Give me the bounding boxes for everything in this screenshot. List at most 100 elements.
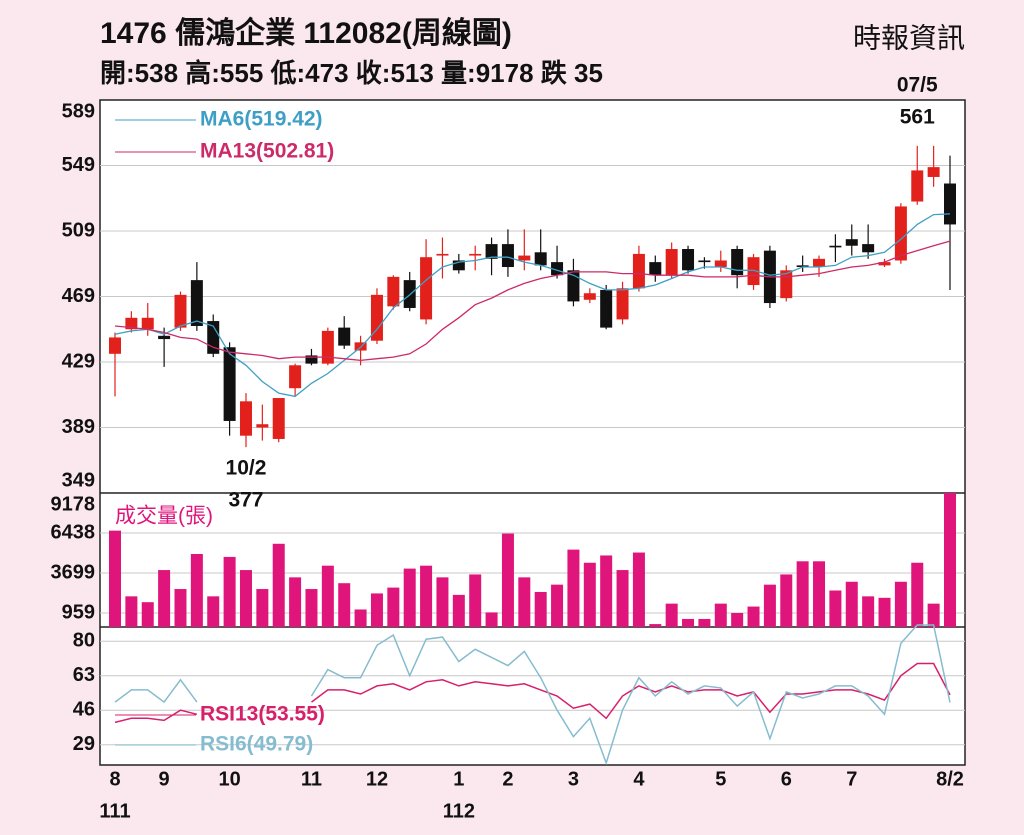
candle-body [944, 183, 956, 225]
candle-body [845, 239, 858, 246]
x-tick-label: 1 [453, 768, 464, 790]
y-tick-label: 3699 [51, 561, 96, 583]
legend-label: RSI13(53.55) [200, 703, 325, 726]
volume-bar [878, 597, 891, 627]
source: 時報資訊 [853, 22, 965, 53]
candle-body [338, 327, 351, 346]
candle-body [616, 288, 629, 320]
x-tick-label: 5 [715, 768, 726, 790]
candle-body [862, 244, 875, 253]
candle-body [911, 170, 924, 202]
candle-body [682, 249, 695, 271]
candle-body [190, 280, 203, 326]
volume-bar [894, 581, 907, 627]
x-tick-label: 6 [781, 768, 792, 790]
volume-bar [845, 581, 858, 627]
candle-body [125, 317, 138, 330]
volume-bar [420, 565, 433, 627]
candle-body [289, 365, 302, 389]
candle-body [894, 206, 907, 261]
volume-bar [567, 549, 580, 627]
volume-bar [207, 596, 220, 627]
candle-body [632, 253, 645, 289]
legend-label: RSI6(49.79) [200, 733, 313, 756]
volume-bar [256, 589, 269, 627]
candle-body [436, 253, 449, 256]
volume-bar [321, 565, 334, 627]
candle-body [698, 260, 711, 263]
candle-body [551, 262, 564, 276]
candle-body [714, 260, 727, 268]
legend-label: MA13(502.81) [200, 140, 334, 163]
candle-body [223, 347, 236, 421]
legend-label: MA6(519.42) [200, 108, 323, 131]
candle-body [256, 424, 269, 428]
x-tick-label: 10 [218, 768, 240, 790]
y-tick-label: 46 [73, 698, 95, 720]
volume-bar [551, 584, 564, 627]
volume-bar [813, 561, 826, 627]
chart-subtitle: 開:538 高:555 低:473 收:513 量:9178 跌 35 [100, 58, 603, 88]
volume-bar [518, 577, 531, 627]
candle-body [747, 257, 760, 286]
candle-body [534, 252, 547, 266]
y-tick-label: 509 [62, 219, 95, 241]
volume-bar [796, 561, 809, 627]
volume-bar [862, 596, 875, 627]
volume-bar [158, 570, 171, 627]
annotation: 07/5 [897, 73, 938, 96]
volume-bar [305, 589, 318, 627]
volume-bar [698, 618, 711, 627]
candle-body [501, 244, 514, 268]
rsi-line [114, 624, 951, 766]
volume-bar [141, 602, 154, 627]
y-tick-label: 469 [62, 285, 95, 307]
volume-bar [944, 493, 956, 627]
volume-bar [469, 574, 482, 627]
volume-bar [239, 570, 252, 627]
candle-body [272, 398, 285, 439]
ma-line [114, 213, 951, 398]
candle-body [158, 335, 171, 340]
volume-bar [125, 596, 138, 627]
volume-bar [403, 568, 416, 627]
candle-body [731, 249, 744, 276]
volume-bar [682, 618, 695, 627]
candle-body [665, 249, 678, 276]
volume-bar [534, 591, 547, 627]
volume-bar [829, 590, 842, 627]
y-tick-label: 349 [62, 469, 95, 491]
x-tick-label: 9 [159, 768, 170, 790]
x-tick-label: 2 [502, 768, 513, 790]
x-tick-label: 4 [633, 768, 645, 790]
candle-body [109, 337, 121, 354]
y-tick-label: 80 [73, 629, 95, 651]
y-tick-label: 6438 [51, 521, 96, 543]
candle-body [927, 167, 940, 177]
y-tick-label: 589 [62, 100, 95, 122]
candle-body [141, 317, 154, 330]
candle-body [649, 262, 662, 276]
volume-bar [501, 533, 514, 627]
candle-body [600, 289, 613, 328]
volume-bar [190, 553, 203, 627]
volume-bar [174, 589, 187, 627]
candle-body [305, 355, 318, 364]
x-tick-label: 3 [568, 768, 579, 790]
annotation: 10/2 [226, 457, 267, 480]
volume-bar [289, 577, 302, 627]
candle-body [878, 262, 891, 266]
volume-bar [632, 552, 645, 627]
candle-body [813, 258, 826, 268]
chart-title: 1476 儒鴻企業 112082(周線圖) [100, 16, 512, 50]
x-tick-label: 8 [109, 768, 120, 790]
volume-bar [927, 603, 940, 627]
y-tick-label: 9178 [51, 493, 96, 515]
x-tick-label: 8/2 [936, 768, 964, 790]
annotation: 377 [228, 489, 263, 512]
candle-body [387, 276, 400, 307]
y-tick-label: 29 [73, 733, 95, 755]
y-tick-label: 389 [62, 416, 95, 438]
volume-bar [714, 603, 727, 627]
